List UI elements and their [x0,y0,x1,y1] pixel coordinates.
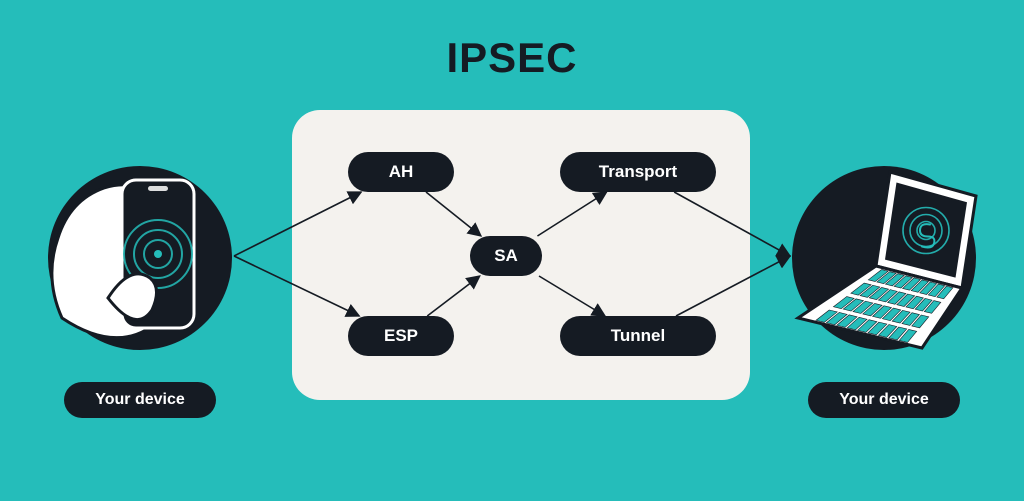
node-esp: ESP [348,316,454,356]
node-ah: AH [348,152,454,192]
node-transport: Transport [560,152,716,192]
diagram-title: IPSEC [446,34,577,82]
node-sa: SA [470,236,542,276]
diagram-canvas: IPSEC AH ESP SA Transport Tunnel Your de… [0,0,1024,501]
laptop-circle [792,166,976,350]
device-label-left: Your device [64,382,216,418]
node-tunnel: Tunnel [560,316,716,356]
device-label-right: Your device [808,382,960,418]
phone-circle [48,166,232,350]
